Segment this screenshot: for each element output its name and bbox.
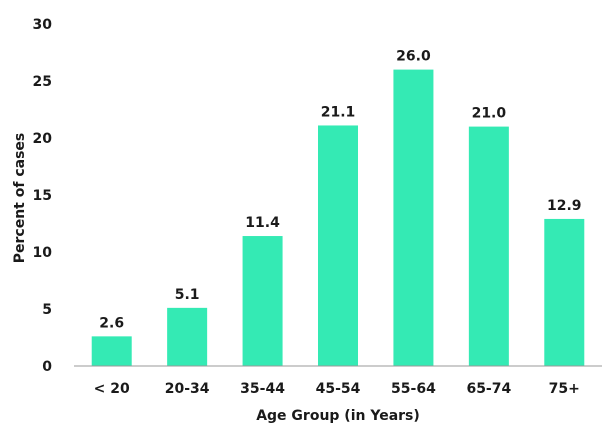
x-tick-label: 20-34 bbox=[165, 381, 210, 397]
bars bbox=[91, 69, 585, 367]
y-tick-label: 25 bbox=[33, 74, 52, 90]
y-tick-label: 30 bbox=[33, 17, 53, 33]
value-labels: 2.6 5.1 11.4 21.1 26.0 21.0 12.9 bbox=[99, 49, 581, 332]
bar-value-label: 11.4 bbox=[245, 215, 280, 231]
bar bbox=[318, 125, 358, 367]
bar bbox=[91, 336, 132, 366]
bar bbox=[393, 69, 434, 366]
bar bbox=[242, 236, 283, 366]
x-tick-label: 45-54 bbox=[316, 381, 361, 397]
bar-value-label: 2.6 bbox=[99, 315, 124, 331]
x-tick-label: < 20 bbox=[94, 381, 130, 397]
bar-value-label: 21.0 bbox=[472, 106, 507, 122]
bar-value-label: 21.1 bbox=[321, 104, 356, 120]
bar bbox=[544, 218, 585, 366]
y-axis-ticks: 0 5 10 15 20 25 30 bbox=[33, 17, 53, 375]
bar-value-label: 5.1 bbox=[175, 287, 200, 303]
x-tick-label: 35-44 bbox=[240, 381, 285, 397]
bar bbox=[468, 126, 509, 366]
y-axis-title: Percent of cases bbox=[12, 133, 28, 263]
x-tick-label: 65-74 bbox=[466, 381, 511, 397]
x-tick-label: 75+ bbox=[549, 381, 580, 397]
bar bbox=[167, 307, 208, 366]
x-tick-label: 55-64 bbox=[391, 381, 436, 397]
x-axis-ticks: < 20 20-34 35-44 45-54 55-64 65-74 75+ bbox=[94, 381, 580, 397]
y-tick-label: 5 bbox=[42, 302, 52, 318]
y-tick-label: 20 bbox=[33, 131, 53, 147]
bar-value-label: 26.0 bbox=[396, 49, 431, 65]
x-axis-title: Age Group (in Years) bbox=[256, 408, 420, 424]
bar-value-label: 12.9 bbox=[547, 198, 582, 214]
y-tick-label: 15 bbox=[33, 188, 52, 204]
y-tick-label: 0 bbox=[42, 359, 52, 375]
y-tick-label: 10 bbox=[33, 245, 53, 261]
